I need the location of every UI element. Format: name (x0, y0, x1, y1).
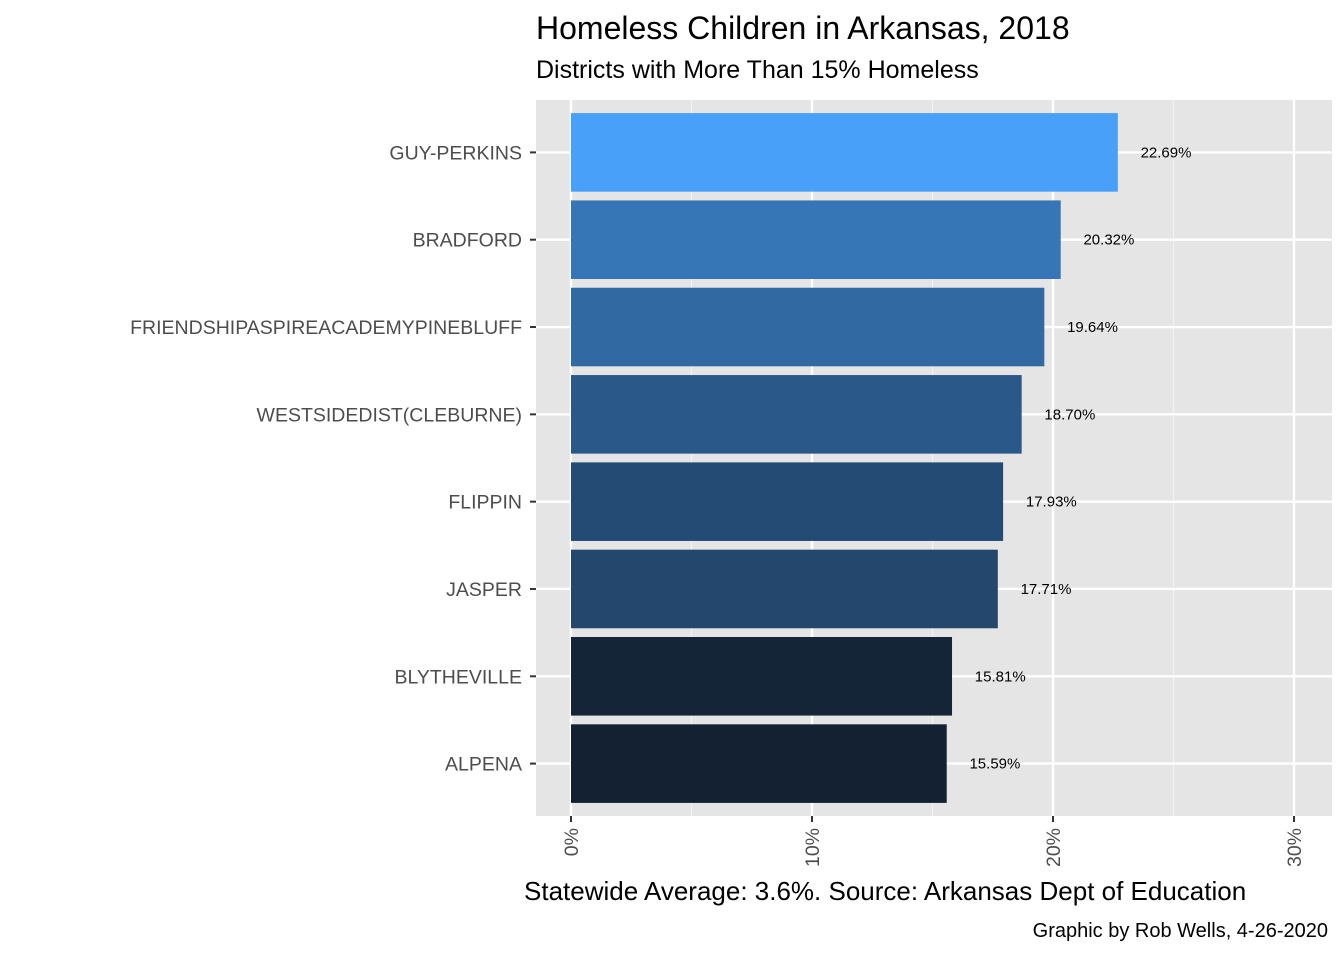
y-tick-label: FRIENDSHIPASPIREACADEMYPINEBLUFF (130, 317, 522, 339)
y-tick-label: FLIPPIN (448, 492, 522, 514)
y-tick-label: JASPER (446, 579, 522, 601)
x-axis-title: Statewide Average: 3.6%. Source: Arkansa… (524, 876, 1247, 906)
bar (571, 113, 1118, 192)
bar (571, 375, 1022, 454)
bar-value-label: 18.70% (1044, 406, 1095, 423)
y-tick-label: BRADFORD (413, 230, 522, 252)
x-tick-label: 30% (1284, 828, 1306, 867)
y-tick-label: WESTSIDEDIST(CLEBURNE) (257, 404, 522, 426)
bar-value-label: 17.93% (1026, 494, 1077, 511)
y-tick-label: BLYTHEVILLE (394, 666, 522, 688)
bar (571, 200, 1061, 279)
bar-value-label: 15.81% (975, 668, 1026, 685)
x-tick-label: 0% (561, 828, 583, 856)
bar-value-label: 15.59% (969, 756, 1020, 773)
bar-value-label: 19.64% (1067, 319, 1118, 336)
chart-subtitle: Districts with More Than 15% Homeless (536, 56, 979, 84)
y-tick-label: GUY-PERKINS (389, 142, 522, 164)
y-tick-label: ALPENA (445, 754, 522, 776)
bar-value-label: 20.32% (1083, 232, 1134, 249)
chart-title: Homeless Children in Arkansas, 2018 (536, 10, 1070, 46)
x-tick-label: 10% (802, 828, 824, 867)
chart-caption: Graphic by Rob Wells, 4-26-2020 (1032, 920, 1328, 942)
bar (571, 287, 1045, 367)
bar (571, 724, 947, 803)
bar-value-label: 17.71% (1021, 581, 1072, 598)
bar (571, 637, 953, 716)
bar-value-label: 22.69% (1141, 144, 1192, 161)
bar (571, 549, 998, 629)
bar (571, 462, 1004, 541)
x-tick-label: 20% (1043, 828, 1065, 867)
